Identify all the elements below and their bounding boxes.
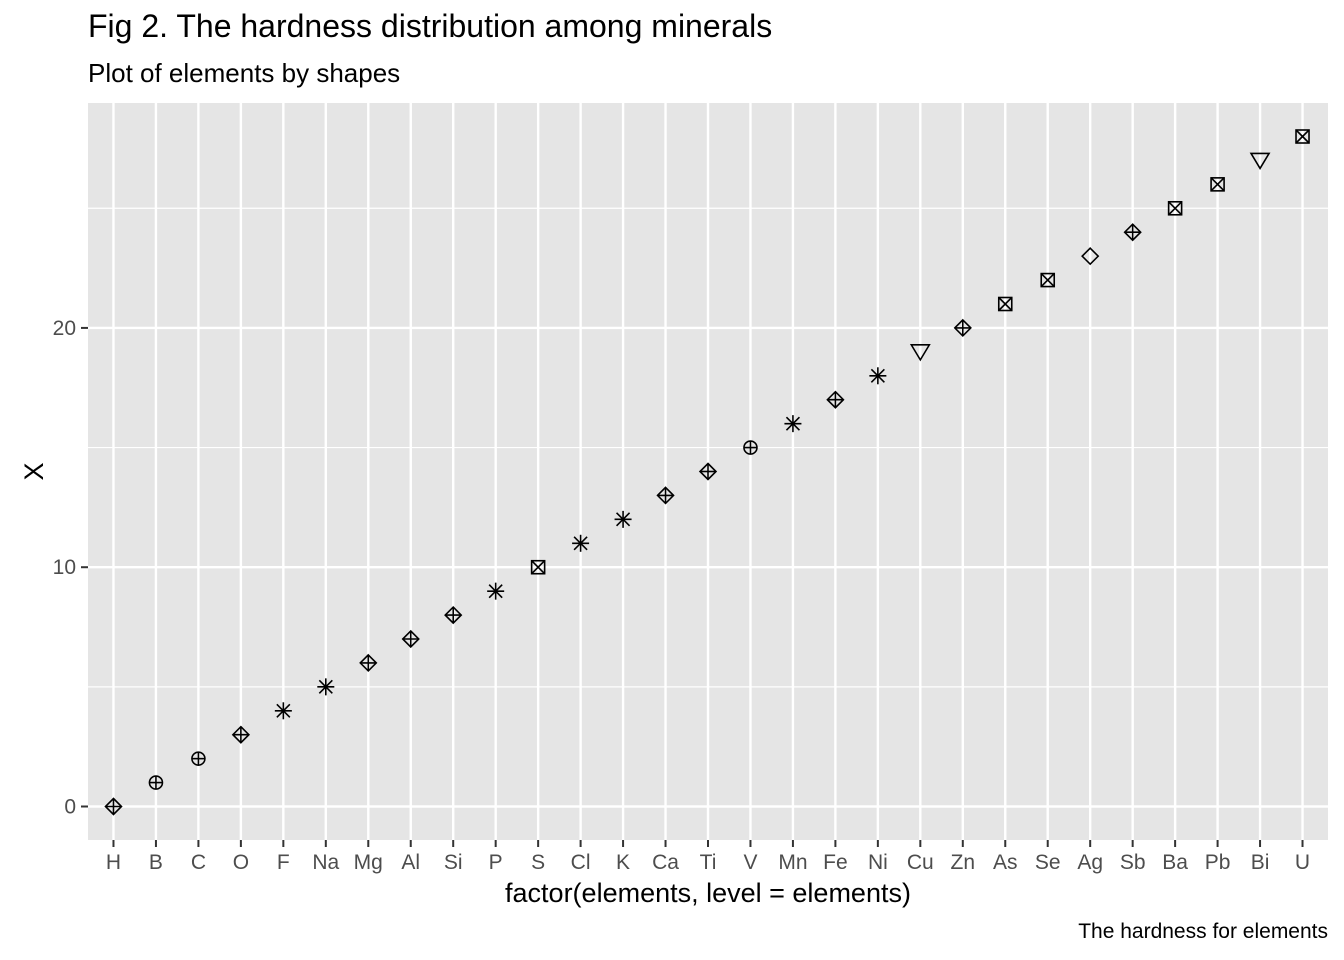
x-tick-label: Cl — [571, 851, 591, 874]
x-tick-label: P — [489, 851, 503, 874]
data-point — [530, 559, 546, 575]
data-point — [274, 702, 292, 720]
data-point — [997, 296, 1013, 312]
data-point — [1081, 247, 1100, 266]
x-tick-label: H — [106, 851, 121, 874]
data-point — [401, 629, 420, 649]
data-point — [1123, 223, 1142, 242]
x-tick-label: Sb — [1120, 851, 1146, 874]
x-tick-label: F — [277, 851, 290, 874]
data-point — [317, 678, 335, 696]
x-tick-label: Se — [1035, 851, 1061, 874]
y-tick-label: 20 — [53, 317, 76, 340]
x-axis: H B C O F Na Mg Al Si P S Cl K Ca Ti V Mn Fe Ni Cu Zn As Se Ag S… — [106, 840, 1310, 874]
x-tick-label: V — [743, 851, 757, 874]
data-point — [359, 653, 378, 673]
data-point — [444, 605, 463, 625]
data-point — [614, 510, 632, 528]
x-tick-label: Cu — [907, 851, 934, 874]
x-tick-label: Mn — [778, 851, 807, 874]
x-tick-label: K — [616, 851, 630, 874]
x-tick-label: Ag — [1077, 851, 1103, 874]
chart-subtitle: Plot of elements by shapes — [88, 58, 401, 88]
data-point — [656, 486, 675, 505]
data-point — [191, 751, 206, 766]
chart-title: Fig 2. The hardness distribution among m… — [88, 8, 773, 44]
x-tick-label: Ni — [868, 851, 888, 874]
data-point — [1295, 129, 1310, 144]
x-tick-label: O — [233, 851, 249, 874]
x-tick-label: B — [149, 851, 163, 874]
x-tick-label: Pb — [1205, 851, 1231, 874]
x-tick-label: Ca — [652, 851, 679, 874]
x-tick-label: Zn — [951, 851, 976, 874]
data-point — [1210, 177, 1225, 192]
data-point — [784, 415, 802, 433]
data-point — [698, 462, 718, 481]
x-tick-label: C — [191, 851, 206, 874]
data-point — [487, 582, 505, 600]
data-point — [1167, 200, 1183, 216]
y-axis-title: X — [19, 462, 49, 480]
x-tick-label: S — [531, 851, 545, 874]
data-points — [104, 129, 1310, 816]
data-point — [572, 534, 590, 552]
data-point — [1249, 152, 1271, 170]
data-point — [148, 775, 164, 790]
data-point — [826, 390, 845, 409]
x-tick-label: Si — [444, 851, 463, 874]
data-point — [104, 797, 123, 816]
data-point — [909, 344, 931, 362]
y-axis: 0 10 20 — [53, 317, 88, 819]
x-tick-label: Mg — [354, 851, 383, 874]
x-tick-label: U — [1295, 851, 1310, 874]
y-tick-label: 10 — [53, 556, 76, 579]
x-tick-label: Ti — [700, 851, 717, 874]
x-axis-title: factor(elements, level = elements) — [505, 878, 911, 908]
y-tick-label: 0 — [64, 796, 76, 819]
data-point — [231, 725, 251, 744]
x-tick-label: Bi — [1251, 851, 1270, 874]
data-point — [953, 318, 972, 338]
data-point — [869, 367, 887, 385]
chart-caption: The hardness for elements — [1078, 920, 1328, 943]
x-tick-label: Fe — [823, 851, 848, 874]
data-point — [743, 440, 758, 455]
x-tick-label: Ba — [1162, 851, 1188, 874]
x-tick-label: Na — [312, 851, 339, 874]
x-tick-label: Al — [401, 851, 420, 874]
x-tick-label: As — [993, 851, 1018, 874]
grid-major — [88, 103, 1328, 840]
data-point — [1040, 272, 1056, 288]
